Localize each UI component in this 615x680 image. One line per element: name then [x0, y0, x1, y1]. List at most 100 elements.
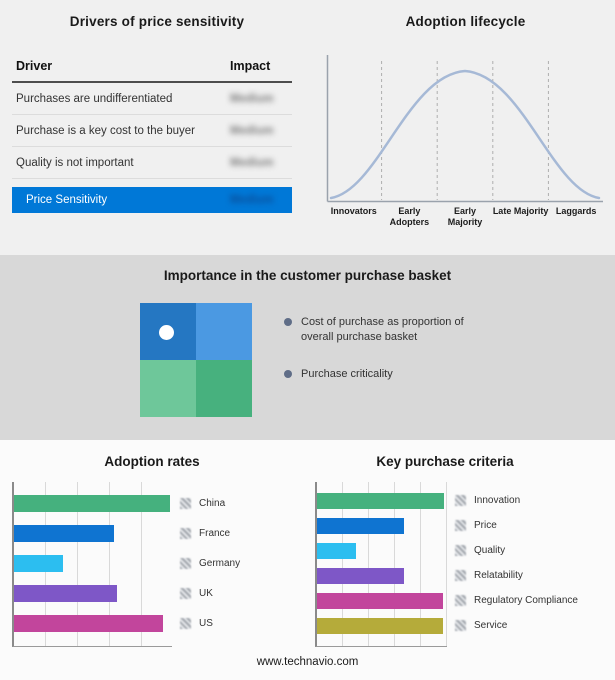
purchase-criteria-title: Key purchase criteria [376, 454, 514, 469]
bar-row [14, 548, 172, 578]
bar-quality [317, 542, 356, 559]
blurred-value-icon [180, 617, 191, 629]
bar-us [14, 614, 163, 632]
legend-item: Innovation [455, 488, 578, 513]
adoption-rates-legend: China France Germany UK US [180, 482, 240, 647]
bar-row [14, 488, 172, 518]
bar-row [317, 613, 447, 638]
legend-label: China [199, 497, 226, 509]
bar-row [317, 513, 447, 538]
blurred-value-icon [180, 587, 191, 599]
table-row: Quality is not important Medium [12, 147, 292, 179]
legend-label: UK [199, 587, 213, 599]
column-header-driver: Driver [16, 59, 53, 73]
stage-label-early-majority: Early Majority [447, 206, 483, 227]
bar-france [14, 524, 114, 542]
quadrant-top-right [196, 303, 252, 360]
stage-label-innovators: Innovators [330, 206, 377, 216]
lifecycle-stage-labels: Innovators Early Adopters Early Majority… [326, 206, 604, 228]
basket-legend: Cost of purchase as proportion of overal… [284, 303, 479, 417]
bar-price [317, 517, 405, 534]
basket-section: Importance in the customer purchase bask… [0, 255, 615, 440]
adoption-rates-plot [12, 482, 172, 647]
driver-cell: Quality is not important [16, 156, 134, 169]
legend-item: China [180, 488, 240, 518]
impact-cell-blurred: Medium [230, 124, 274, 137]
adoption-rates-chart: China France Germany UK US [12, 482, 305, 647]
blurred-value-icon [455, 570, 466, 581]
lifecycle-panel-title: Adoption lifecycle [405, 14, 526, 29]
legend-item: Price [455, 513, 578, 538]
impact-cell-blurred: Medium [230, 156, 274, 169]
legend-label: Cost of purchase as proportion of overal… [301, 316, 464, 343]
purchase-criteria-legend: Innovation Price Quality Relatability Re… [455, 482, 578, 647]
legend-item: Cost of purchase as proportion of overal… [284, 315, 479, 345]
legend-label: Quality [474, 545, 506, 556]
legend-item: Service [455, 613, 578, 638]
legend-item: France [180, 518, 240, 548]
bottom-section: Adoption rates China France Germany UK U… [0, 440, 615, 680]
top-section: Drivers of price sensitivity Driver Impa… [0, 0, 615, 255]
table-row: Purchase is a key cost to the buyer Medi… [12, 115, 292, 147]
lifecycle-panel: Adoption lifecycle Innovators Early Adop… [312, 0, 615, 255]
legend-label: Relatability [474, 570, 523, 581]
legend-item: UK [180, 578, 240, 608]
bar-innovation [317, 492, 445, 509]
bar-row [14, 518, 172, 548]
bar-relatability [317, 567, 405, 584]
bar-row [317, 563, 447, 588]
legend-label: Regulatory Compliance [474, 595, 578, 606]
stage-label-late-majority: Late Majority [492, 206, 549, 216]
bar-regulatory-compliance [317, 592, 444, 609]
blurred-value-icon [455, 620, 466, 631]
adoption-rates-title: Adoption rates [104, 454, 200, 469]
basket-body: Cost of purchase as proportion of overal… [0, 303, 615, 417]
quadrant-bottom-left [140, 360, 196, 417]
blurred-value-icon [455, 595, 466, 606]
bullet-icon [284, 369, 292, 378]
price-sensitivity-label: Price Sensitivity [26, 194, 108, 206]
legend-item: Germany [180, 548, 240, 578]
driver-cell: Purchase is a key cost to the buyer [16, 124, 195, 137]
position-marker-dot [159, 325, 174, 340]
drivers-panel-title: Drivers of price sensitivity [69, 14, 245, 29]
bar-row [317, 588, 447, 613]
legend-item: Purchase criticality [284, 367, 479, 382]
bar-uk [14, 584, 117, 602]
basket-title: Importance in the customer purchase bask… [163, 268, 452, 283]
bar-row [317, 538, 447, 563]
blurred-value-icon [180, 497, 191, 509]
bar-service [317, 617, 444, 634]
blurred-value-icon [180, 527, 191, 539]
legend-item: Relatability [455, 563, 578, 588]
column-header-impact: Impact [230, 59, 271, 73]
legend-label: Purchase criticality [301, 367, 393, 380]
legend-label: Germany [199, 557, 241, 569]
bell-curve-svg [326, 55, 603, 203]
stage-label-laggards: Laggards [555, 206, 597, 216]
bar-china [14, 494, 171, 512]
impact-cell-blurred: Medium [230, 92, 274, 105]
stage-label-early-adopters: Early Adopters [389, 206, 430, 227]
table-row: Purchases are undifferentiated Medium [12, 83, 292, 115]
blurred-value-icon [180, 557, 191, 569]
footer: www.technavio.com [0, 656, 615, 668]
price-sensitivity-row: Price Sensitivity Medium [12, 187, 292, 213]
blurred-value-icon [455, 520, 466, 531]
legend-label: Service [474, 620, 508, 631]
bar-row [14, 608, 172, 638]
website-url: www.technavio.com [256, 656, 359, 668]
purchase-criteria-panel: Key purchase criteria Innovation Price Q… [305, 450, 615, 680]
adoption-rates-panel: Adoption rates China France Germany UK U… [0, 450, 305, 680]
blurred-value-icon [455, 545, 466, 556]
bar-row [317, 488, 447, 513]
purchase-basket-quadrant [140, 303, 252, 417]
purchase-criteria-chart: Innovation Price Quality Relatability Re… [315, 482, 615, 647]
legend-label: Innovation [474, 495, 521, 506]
legend-label: France [199, 527, 231, 539]
legend-label: Price [474, 520, 497, 531]
legend-item: Quality [455, 538, 578, 563]
drivers-table: Driver Impact Purchases are undifferenti… [12, 55, 292, 213]
purchase-criteria-plot [315, 482, 447, 647]
